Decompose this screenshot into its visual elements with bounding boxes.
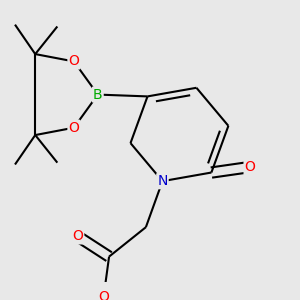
Text: O: O: [244, 160, 256, 174]
Text: O: O: [72, 230, 83, 243]
Text: O: O: [98, 290, 109, 300]
Text: N: N: [157, 174, 168, 188]
Text: O: O: [68, 54, 79, 68]
Text: O: O: [68, 121, 79, 135]
Text: B: B: [93, 88, 103, 102]
